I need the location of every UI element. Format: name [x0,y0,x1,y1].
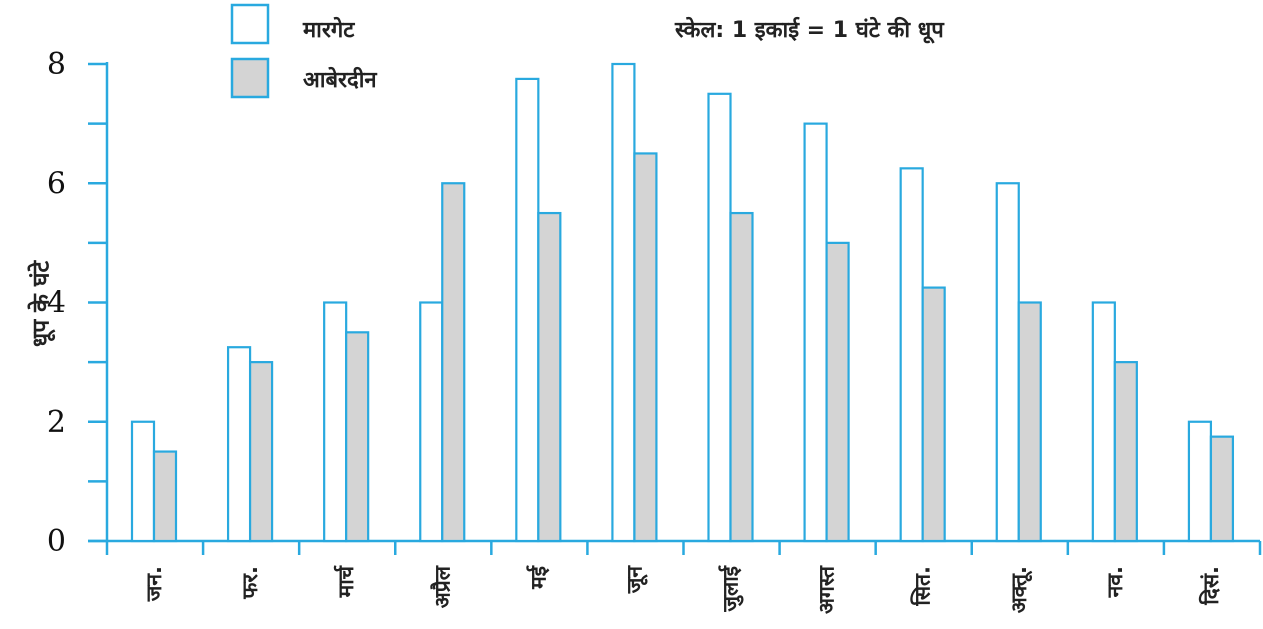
bar-aberdeen [537,211,562,543]
bar-aberdeen [1209,435,1235,543]
x-category-label: जन. [142,566,166,602]
bar-margate [899,167,924,543]
bar-aberdeen [921,286,946,543]
bar-margate [419,301,444,543]
scale-annotation: स्केल: 1 इकाई = 1 घंटे की धूप [674,16,945,44]
bar-aberdeen [825,241,850,543]
bar-aberdeen [345,331,370,543]
axes [88,62,1262,555]
x-tick-labels: जन. फर. मार्च अप्रैल मई जून जुलाई अगस्त सित. अक्त… [142,564,1223,614]
y-tick-label: 6 [47,166,66,201]
y-tick-label: 4 [47,286,66,321]
bar-margate [130,420,156,543]
y-axis-label: धूप के घंटे [27,260,56,347]
legend-label-aberdeen: आबेरदीन [303,66,377,93]
x-category-label: जून [622,565,648,595]
x-category-label: मार्च [333,564,358,598]
bar-margate [995,182,1020,543]
y-tick-label: 0 [47,524,66,559]
y-tick-labels: 0 2 4 6 8 [47,47,66,559]
x-category-label: अप्रैल [429,565,454,608]
legend-swatch-aberdeen [230,57,270,99]
legend: मारगेट आबेरदीन [230,3,377,99]
y-tick-label: 8 [47,47,66,82]
bar-aberdeen [152,450,178,543]
x-category-label: अगस्त [815,565,839,614]
bar-margate [707,92,732,543]
x-category-label: दिसं. [1198,566,1223,606]
bar-margate [323,301,348,543]
bar-margate [1187,420,1213,543]
x-category-label: नव. [1103,566,1127,598]
bars [130,62,1235,543]
bar-margate [226,346,252,543]
legend-swatch-margate [230,3,270,45]
x-category-label: जुलाई [718,565,745,613]
bar-aberdeen [729,211,754,543]
x-category-label: मई [525,565,550,590]
bar-margate [803,122,828,543]
x-category-label: सित. [910,566,935,607]
bar-aberdeen [248,361,274,543]
x-category-label: फर. [238,566,262,600]
bar-margate [611,62,636,543]
y-tick-label: 2 [47,405,66,440]
legend-label-margate: मारगेट [302,16,355,43]
bar-margate [515,77,540,543]
bar-aberdeen [1017,301,1042,543]
bar-aberdeen [1113,361,1138,543]
bar-margate [1091,301,1116,543]
bar-aberdeen [633,152,658,543]
bar-aberdeen [441,182,466,543]
x-category-label: अक्तू. [1007,566,1033,613]
